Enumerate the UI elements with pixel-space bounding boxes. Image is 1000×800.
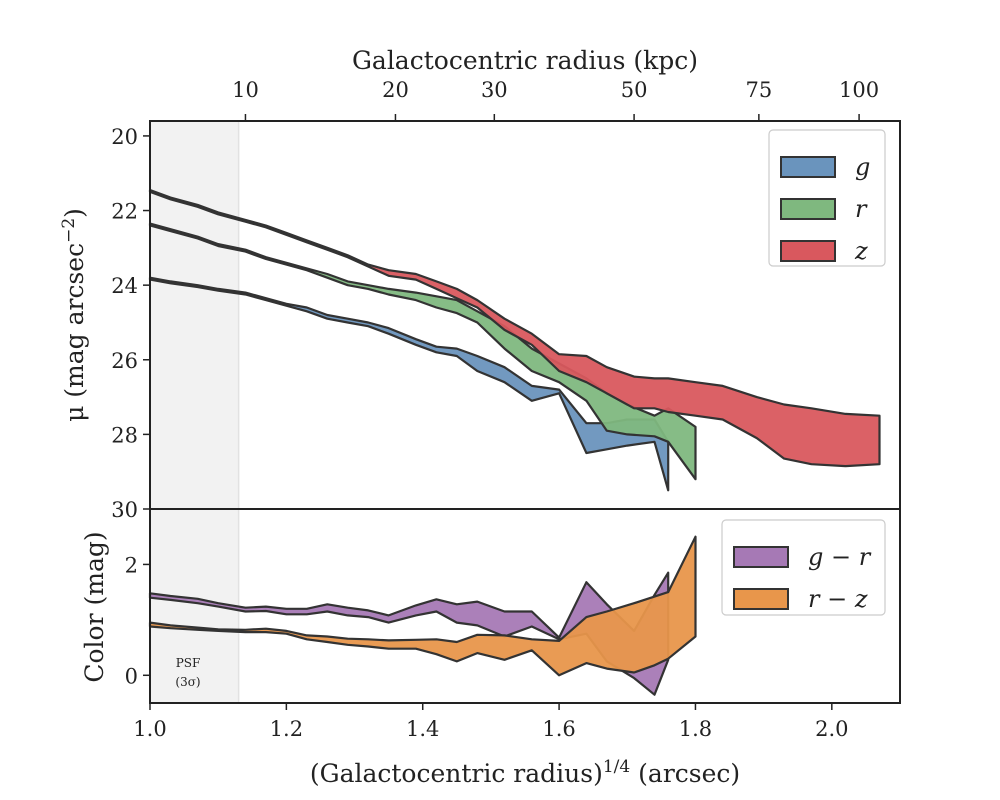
psf-shaded-region (150, 121, 239, 703)
psf-shaded-layer (150, 121, 240, 703)
color-band-1 (148, 535, 697, 677)
psf-sigma-label: (3σ) (175, 675, 200, 689)
top-x-tick-label: 30 (481, 78, 508, 102)
band-layer (148, 188, 881, 696)
top-legend-swatch (780, 156, 836, 178)
bottom-x-tick-label: 2.0 (815, 717, 848, 741)
top-legend-swatch (780, 240, 836, 262)
magnitude-band-2 (148, 188, 881, 468)
top-legend-swatch (780, 198, 836, 220)
top-x-tick-label: 20 (382, 78, 409, 102)
top-x-tick-label: 100 (839, 78, 879, 102)
top-y-tick-label: 30 (111, 498, 138, 522)
bottom-panel-frame (149, 508, 901, 704)
top-legend-label: z (854, 237, 868, 265)
bottom-legend-label: r − z (808, 585, 868, 613)
bottom-legend-label: g − r (808, 543, 872, 571)
bottom-x-tick-label: 1.6 (542, 717, 575, 741)
top-x-tick-label: 75 (745, 78, 772, 102)
bottom-legend-swatch (733, 588, 789, 610)
top-y-tick-label: 26 (111, 349, 138, 373)
bottom-x-tick-label: 1.8 (679, 717, 712, 741)
top-y-tick-label: 24 (111, 274, 138, 298)
top-y-tick-label: 28 (111, 423, 138, 447)
bottom-legend-swatch (733, 546, 789, 568)
top-y-tick-label: 20 (111, 125, 138, 149)
bottom-y-axis-title: Color (mag) (80, 531, 109, 682)
psf-label: PSF (176, 656, 201, 670)
bottom-x-tick-label: 1.2 (270, 717, 303, 741)
magnitude-band-1 (148, 222, 697, 481)
axes-layer: 20 22 24 26 28 30 10 20 30 50 75 100 0 2 1.0 1.2 1.4 1.6 1… (111, 78, 901, 741)
top-legend-label: r (855, 195, 868, 223)
top-y-axis-title: μ (mag arcsec−2) (59, 208, 89, 422)
bottom-y-tick-label: 2 (125, 553, 138, 577)
top-axis-title: Galactocentric radius (kpc) (352, 46, 698, 75)
top-x-tick-label: 50 (621, 78, 648, 102)
bottom-x-axis-title: (Galactocentric radius)1/4 (arcsec) (310, 757, 740, 788)
bottom-x-tick-label: 1.4 (406, 717, 439, 741)
bottom-y-tick-label: 0 (125, 664, 138, 688)
top-y-tick-label: 22 (111, 200, 138, 224)
magnitude-band-0 (148, 276, 670, 492)
legend-layer: grz g − r r − z (721, 129, 886, 616)
top-legend-label: g (855, 153, 870, 181)
bottom-x-tick-label: 1.0 (133, 717, 166, 741)
top-x-tick-label: 10 (232, 78, 259, 102)
